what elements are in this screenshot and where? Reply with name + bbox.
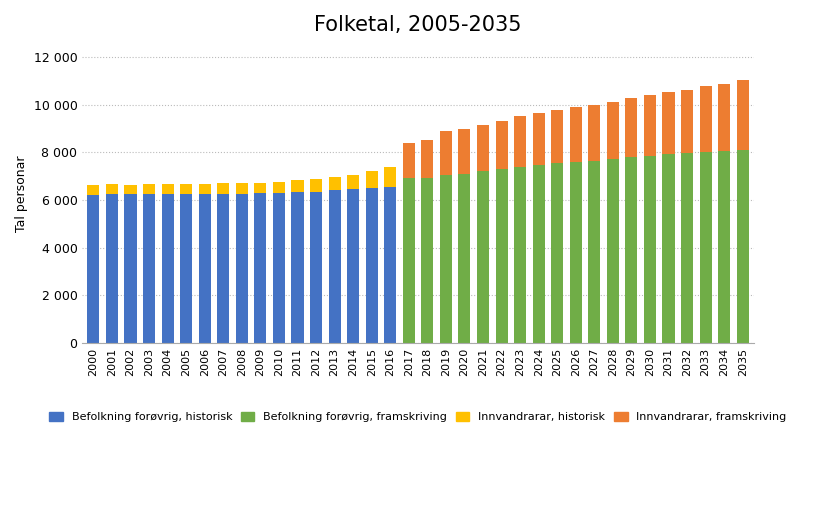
Bar — [106, 184, 118, 194]
Bar — [644, 95, 656, 156]
Bar — [384, 186, 396, 343]
Bar — [328, 177, 341, 190]
Bar — [663, 154, 675, 343]
Bar — [718, 84, 730, 151]
Bar — [681, 153, 693, 343]
Bar — [347, 189, 359, 343]
Bar — [588, 160, 600, 343]
Bar — [439, 131, 452, 175]
Bar — [198, 194, 211, 343]
Bar — [106, 194, 118, 343]
Bar — [625, 98, 637, 157]
Bar — [402, 143, 415, 179]
Bar — [495, 169, 508, 343]
Bar — [328, 190, 341, 343]
Title: Folketal, 2005-2035: Folketal, 2005-2035 — [314, 15, 522, 35]
Bar — [291, 180, 304, 192]
Bar — [607, 159, 619, 343]
Bar — [532, 165, 545, 343]
Bar — [477, 171, 489, 343]
Bar — [421, 178, 434, 343]
Bar — [402, 179, 415, 343]
Bar — [217, 194, 230, 343]
Bar — [254, 183, 267, 194]
Bar — [198, 184, 211, 194]
Bar — [607, 102, 619, 159]
Bar — [700, 86, 712, 152]
Bar — [439, 175, 452, 343]
Bar — [87, 185, 100, 195]
Bar — [532, 113, 545, 165]
Bar — [124, 185, 137, 194]
Bar — [310, 179, 322, 192]
Bar — [180, 194, 193, 343]
Bar — [236, 183, 248, 194]
Bar — [514, 116, 526, 167]
Bar — [143, 184, 155, 194]
Bar — [365, 171, 378, 188]
Bar — [217, 183, 230, 194]
Bar — [625, 157, 637, 343]
Bar — [551, 163, 563, 343]
Legend: Befolkning forøvrig, historisk, Befolkning forøvrig, framskriving, Innvandrarar,: Befolkning forøvrig, historisk, Befolkni… — [45, 408, 791, 427]
Bar — [663, 92, 675, 154]
Bar — [421, 140, 434, 178]
Bar — [458, 129, 471, 174]
Bar — [495, 121, 508, 169]
Bar — [161, 194, 174, 343]
Bar — [87, 195, 100, 343]
Bar — [310, 192, 322, 343]
Bar — [644, 156, 656, 343]
Bar — [124, 194, 137, 343]
Bar — [291, 192, 304, 343]
Bar — [570, 107, 582, 162]
Bar — [588, 104, 600, 160]
Bar — [477, 125, 489, 171]
Bar — [737, 80, 749, 150]
Bar — [570, 162, 582, 343]
Y-axis label: Tal personar: Tal personar — [15, 156, 28, 232]
Bar — [236, 194, 248, 343]
Bar — [161, 184, 174, 194]
Bar — [458, 174, 471, 343]
Bar — [700, 152, 712, 343]
Bar — [180, 184, 193, 194]
Bar — [681, 90, 693, 153]
Bar — [551, 111, 563, 163]
Bar — [254, 194, 267, 343]
Bar — [365, 188, 378, 343]
Bar — [718, 151, 730, 343]
Bar — [273, 182, 285, 194]
Bar — [273, 194, 285, 343]
Bar — [384, 167, 396, 186]
Bar — [347, 175, 359, 189]
Bar — [514, 167, 526, 343]
Bar — [737, 150, 749, 343]
Bar — [143, 194, 155, 343]
